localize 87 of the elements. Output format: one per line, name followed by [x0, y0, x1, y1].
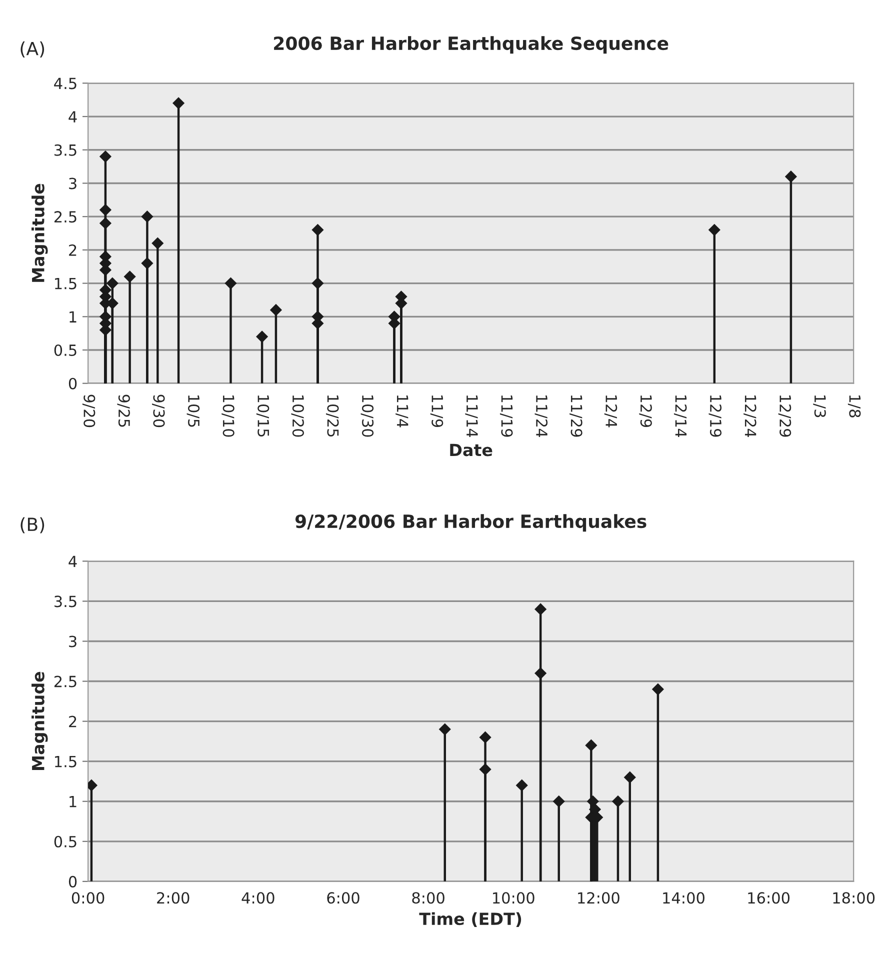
- y-tick-label: 0.5: [54, 344, 76, 356]
- point: [612, 795, 624, 808]
- chart-title: 9/22/2006 Bar Harbor Earthquakes: [295, 514, 646, 532]
- point: [708, 224, 720, 236]
- x-tick-label: 10/30: [360, 395, 374, 437]
- x-tick-label: 12/24: [744, 395, 756, 437]
- point: [141, 210, 154, 223]
- point: [141, 257, 154, 270]
- x-tick-label: 12/14: [674, 395, 687, 437]
- point: [624, 771, 636, 784]
- point: [585, 739, 598, 752]
- point: [99, 217, 112, 230]
- point: [652, 683, 664, 696]
- point: [479, 763, 492, 776]
- x-tick-label: 11/9: [430, 395, 444, 428]
- y-tick-label: 4.5: [54, 78, 76, 90]
- y-tick-label: 3: [69, 636, 76, 648]
- x-tick-label: 11/4: [396, 395, 408, 428]
- x-tick-label: 2:00: [157, 892, 190, 904]
- point: [312, 277, 324, 290]
- x-tick-label: 12/29: [778, 395, 792, 437]
- text: (B): [20, 517, 44, 534]
- x-tick-label: 12/19: [708, 395, 722, 437]
- x-tick-label: 11/19: [500, 395, 513, 437]
- x-tick-label: 12/9: [639, 395, 652, 428]
- point: [534, 603, 547, 616]
- x-tick-label: 11/24: [534, 395, 548, 437]
- y-tick-label: 3.5: [54, 596, 76, 608]
- y-tick-label: 2: [69, 244, 76, 256]
- point: [152, 237, 164, 250]
- y-tick-label: 1: [70, 311, 76, 322]
- point: [534, 667, 547, 680]
- point: [106, 277, 118, 290]
- text: (A): [20, 41, 44, 58]
- y-tick-label: 1.5: [55, 756, 76, 768]
- x-tick-label: 10/15: [256, 395, 270, 436]
- x-tick-label: 12/4: [604, 395, 618, 428]
- point: [224, 277, 237, 290]
- y-tick-label: 4: [68, 556, 77, 567]
- point: [99, 150, 112, 163]
- x-tick-label: 10:00: [493, 892, 534, 904]
- point: [438, 723, 451, 736]
- y-tick-label: 3.5: [54, 144, 76, 156]
- x-tick-label: 1/8: [848, 395, 861, 418]
- y-tick-label: 0: [68, 876, 77, 888]
- x-tick-label: 0:00: [72, 892, 104, 904]
- y-tick-label: 4: [68, 111, 77, 122]
- y-tick-label: 0.5: [54, 836, 76, 848]
- y-tick-label: 2: [69, 716, 76, 728]
- x-tick-label: 14:00: [663, 892, 704, 904]
- point: [516, 779, 528, 792]
- x-axis-title: Date: [450, 444, 492, 456]
- x-tick-label: 10/20: [291, 395, 304, 437]
- y-tick-label: 1.5: [55, 278, 76, 290]
- y-tick-label: 1: [70, 796, 76, 808]
- x-tick-label: 9/20: [82, 394, 96, 428]
- y-tick-label: 2.5: [54, 676, 76, 688]
- point: [124, 270, 136, 283]
- x-tick-label: 8:00: [412, 892, 444, 904]
- point: [172, 97, 185, 110]
- chart-title: 2006 Bar Harbor Earthquake Sequence: [274, 36, 668, 54]
- x-tick-label: 11/29: [570, 395, 582, 437]
- point: [479, 731, 492, 744]
- x-tick-label: 6:00: [327, 892, 360, 904]
- x-tick-label: 12:00: [578, 892, 620, 904]
- x-tick-label: 10/5: [186, 395, 200, 427]
- y-tick-label: 2.5: [54, 211, 76, 223]
- point: [784, 170, 798, 183]
- x-axis-title: Time (EDT): [419, 912, 522, 928]
- x-tick-label: 4:00: [242, 892, 274, 904]
- y-axis-title: Magnitude: [32, 672, 48, 770]
- point: [312, 224, 324, 236]
- x-tick-label: 9/30: [152, 394, 165, 428]
- point: [552, 795, 565, 808]
- x-tick-label: 1/3: [813, 395, 826, 418]
- x-tick-label: 10/25: [326, 395, 339, 436]
- point: [270, 304, 282, 316]
- x-tick-label: 18:00: [833, 892, 875, 904]
- y-axis-title: Magnitude: [32, 184, 48, 282]
- x-tick-label: 9/25: [117, 394, 130, 427]
- x-tick-label: 16:00: [748, 892, 790, 904]
- x-tick-label: 11/14: [465, 395, 478, 437]
- point: [256, 330, 268, 343]
- point: [99, 204, 112, 216]
- x-tick-label: 10/10: [222, 395, 234, 437]
- y-tick-label: 3: [69, 178, 76, 190]
- y-tick-label: 0: [68, 378, 77, 390]
